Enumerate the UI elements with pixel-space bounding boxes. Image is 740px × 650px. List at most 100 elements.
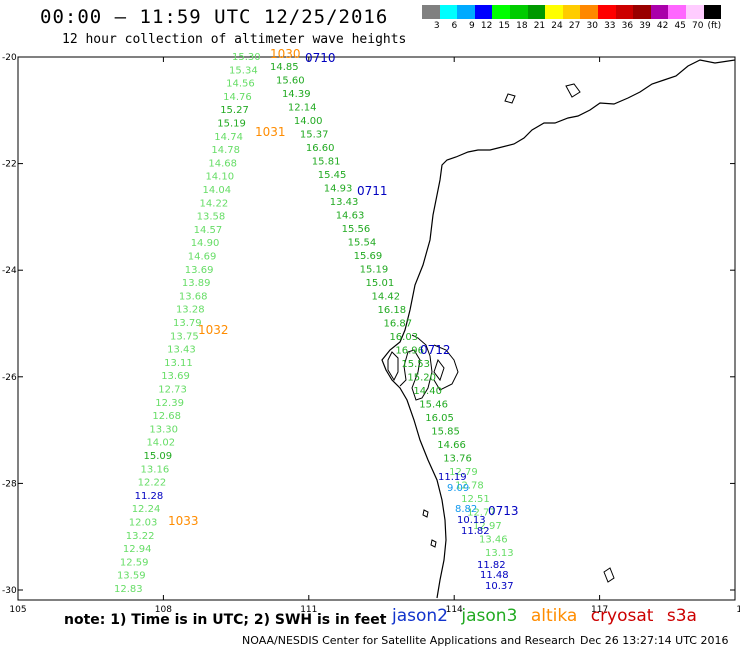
scale-label: 27 [568,21,581,31]
scale-label: 36 [621,21,634,31]
wave-height-label: 14.93 [324,184,353,195]
lat-label: -30 [2,586,17,596]
wave-height-label: 13.68 [179,291,208,302]
scale-cell [439,5,458,19]
wave-height-label: 12.73 [158,385,187,396]
scale-label: 45 [674,21,686,31]
scale-cell [492,5,510,19]
scale-cell [685,5,704,19]
wave-height-label: 14.90 [191,238,220,249]
satellite-legend: jason2 jason3 altika cryosat s3a [392,606,705,626]
wave-height-label: 14.66 [437,440,466,451]
wave-height-label: 15.27 [220,105,249,116]
jason2-pass-id: 0711 [357,184,388,198]
island-south-coast [603,567,615,583]
scale-label: 3 [433,21,440,31]
wave-height-label: 15.34 [229,65,258,76]
scale-label: 12 [480,21,493,31]
wave-height-label: 13.28 [176,305,205,316]
wave-height-label: 14.85 [270,62,299,73]
altika-pass-id: 1031 [255,125,286,139]
wave-height-label: 12.51 [461,494,490,505]
lon-label: 120 [736,605,740,615]
wave-height-label: 15.46 [419,400,448,411]
wave-height-label: 13.76 [443,454,472,465]
wave-height-label: 15.01 [366,278,395,289]
wave-height-label: 13.89 [182,278,211,289]
wave-height-label: 13.59 [117,571,146,582]
wave-height-label: 14.40 [413,386,442,397]
scale-label: 33 [604,21,616,31]
east-shore [433,344,459,391]
map-subtitle: 12 hour collection of altimeter wave hei… [62,32,407,47]
wave-height-label: 14.69 [188,252,217,263]
jason2-pass-id: 0710 [305,51,336,65]
wave-height-label: 14.56 [226,79,255,90]
wave-height-label: 13.11 [164,358,193,369]
scale-cell [650,5,669,19]
lon-label: 114 [446,605,463,615]
wave-height-label: 12.59 [120,557,149,568]
axis-ticks [17,56,736,600]
wave-height-label: 15.60 [276,76,305,87]
wave-height-label: 15.85 [431,427,460,438]
wave-height-label: 14.22 [200,198,229,209]
wave-height-label: 12.39 [155,398,184,409]
land-northwest-cape [433,358,445,382]
scale-label: 6 [451,21,458,31]
wave-height-color-scale: 3 6 9 12 15 18 21 24 27 30 33 36 39 42 45 70 (ft) [422,5,722,31]
wave-height-label: 13.22 [126,531,155,542]
lat-label: -24 [2,266,17,276]
wave-height-label: 14.57 [194,225,223,236]
legend-cryosat: cryosat [590,606,654,626]
map-title: 00:00 – 11:59 UTC 12/25/2016 [40,6,389,28]
wave-height-label: 12.22 [138,478,167,489]
wave-height-label: 13.79 [173,318,202,329]
wave-height-label: 14.04 [203,185,232,196]
scale-cell [668,5,686,19]
scale-label: 21 [533,21,546,31]
wave-height-label: 16.03 [389,332,418,343]
wave-height-label: 14.39 [282,89,311,100]
wave-height-label: 15.30 [232,52,261,63]
shark-bay-peninsula [399,334,433,401]
lat-label: -22 [2,160,17,170]
island-montebello [504,93,516,104]
wave-height-label: 13.75 [170,331,199,342]
wave-height-label: 15.19 [217,119,246,130]
wave-height-label: 12.68 [152,411,181,422]
wave-height-label: 13.30 [149,424,178,435]
wave-height-label: 14.78 [211,145,240,156]
wave-height-label: 15.81 [312,157,341,168]
wave-height-label: 15.54 [348,238,377,249]
wave-height-label: 12.24 [132,504,161,515]
wave-height-label: 16.18 [378,305,407,316]
wave-height-label: 12.97 [473,521,502,532]
scale-cell [615,5,634,19]
wave-height-label: 14.00 [294,116,323,127]
legend-s3a: s3a [666,606,697,626]
wave-height-label: 11.82 [461,526,490,537]
lon-label: 108 [155,605,172,615]
wave-height-label: 16.60 [306,143,335,154]
wave-height-label: 11.28 [135,491,164,502]
axis-labels: 105 108 111 114 117 120 -20 -22 -24 -26 -28 -30 [2,53,740,615]
wave-height-label: 10.37 [485,581,514,592]
scale-cell [545,5,563,19]
wave-height-label: 13.43 [167,345,196,356]
wave-height-label: 14.63 [336,211,365,222]
scale-label: 24 [551,21,563,31]
altika-pass-id: 1032 [198,323,229,337]
island-northwest [565,83,581,98]
scale-label: 70 [692,21,704,31]
scale-cell [580,5,598,19]
scale-cell [527,5,546,19]
scale-cell [703,5,722,19]
wave-height-label: 10.13 [457,515,486,526]
wave-height-label: 12.79 [449,467,478,478]
wave-height-label: 13.69 [161,371,190,382]
footnote: note: 1) Time is in UTC; 2) SWH is in fe… [64,612,387,628]
wave-height-label: 12.14 [288,103,317,114]
wave-height-label: 15.20 [407,373,436,384]
legend-jason2: jason2 [392,606,448,626]
